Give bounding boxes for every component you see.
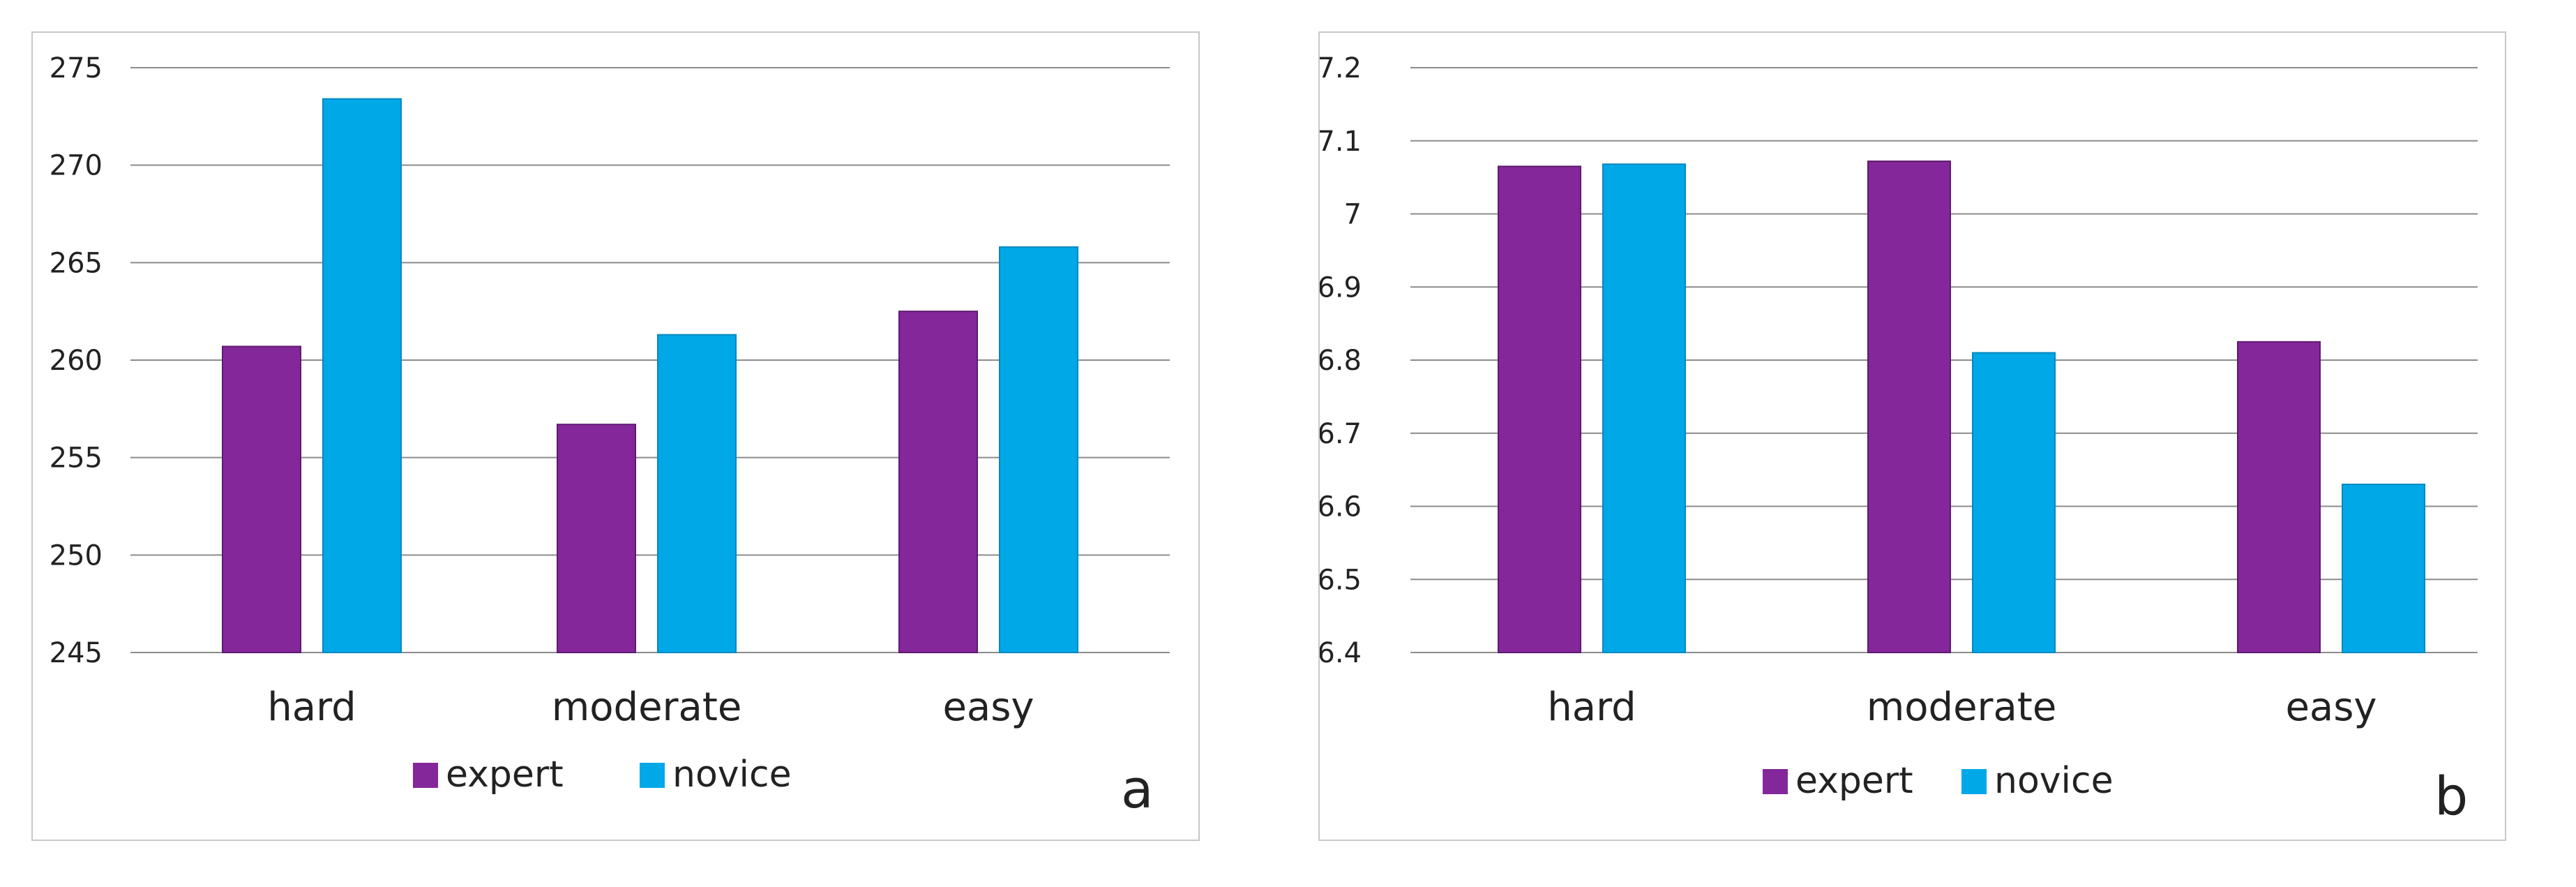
legend-label-novice: novice <box>672 754 792 796</box>
bar-novice-hard <box>1602 163 1686 653</box>
x-category-label: moderate <box>1867 685 2057 730</box>
y-tick-label: 270 <box>50 150 103 182</box>
chart-a: 245 250 255 260 265 270 275 hard moderate easy e… <box>50 52 1170 820</box>
y-tick-label: 7.2 <box>1320 52 1362 84</box>
bar-expert-easy <box>898 311 978 653</box>
bar-expert-hard <box>222 345 301 653</box>
legend-swatch-novice <box>640 763 665 788</box>
y-tick-label: 255 <box>50 442 103 475</box>
panel-label-b: b <box>2434 765 2468 827</box>
bar-novice-moderate <box>1972 352 2056 653</box>
y-tick-label: 6.9 <box>1320 271 1362 304</box>
bar-expert-hard <box>1498 165 1581 654</box>
legend-swatch-expert <box>1763 769 1788 794</box>
y-tick-label: 6.8 <box>1320 345 1362 377</box>
bar-expert-easy <box>2237 341 2321 653</box>
y-tick-label: 250 <box>50 539 103 572</box>
legend-label-expert: expert <box>446 754 564 796</box>
legend-label-expert: expert <box>1795 760 1913 802</box>
y-tick-label: 6.4 <box>1320 637 1362 669</box>
bar-novice-hard <box>322 98 402 653</box>
legend-swatch-novice <box>1961 769 1987 794</box>
y-tick-label: 7 <box>1344 199 1362 231</box>
chart-panel-b: 6.4 6.5 6.6 6.7 6.8 6.9 7 7.1 7.2 hard moderate ea… <box>1318 31 2506 841</box>
x-category-label: easy <box>2285 685 2377 730</box>
y-tick-label: 6.6 <box>1320 491 1362 523</box>
y-tick-label: 245 <box>50 637 103 669</box>
bar-novice-easy <box>2342 484 2425 654</box>
y-tick-label: 265 <box>50 247 103 279</box>
bar-expert-moderate <box>1867 161 1951 653</box>
y-tick-label: 6.7 <box>1320 418 1362 450</box>
y-tick-label: 7.1 <box>1320 126 1362 158</box>
bar-expert-moderate <box>557 424 636 653</box>
legend-label-novice: novice <box>1994 760 2114 802</box>
legend-swatch-expert <box>413 763 438 788</box>
chart-b: 6.4 6.5 6.6 6.7 6.8 6.9 7 7.1 7.2 hard moderate ea… <box>1320 52 2478 827</box>
bar-novice-moderate <box>657 334 737 653</box>
chart-panel-a: 245 250 255 260 265 270 275 hard moderate easy e… <box>31 31 1200 841</box>
x-category-label: moderate <box>552 685 742 730</box>
x-category-label: easy <box>942 685 1034 730</box>
x-category-label: hard <box>1547 685 1636 730</box>
bar-novice-easy <box>999 246 1078 653</box>
y-tick-label: 6.5 <box>1320 564 1362 596</box>
y-tick-label: 260 <box>50 345 103 377</box>
x-category-label: hard <box>267 685 356 730</box>
y-tick-label: 275 <box>50 52 103 84</box>
panel-label-a: a <box>1121 758 1154 820</box>
